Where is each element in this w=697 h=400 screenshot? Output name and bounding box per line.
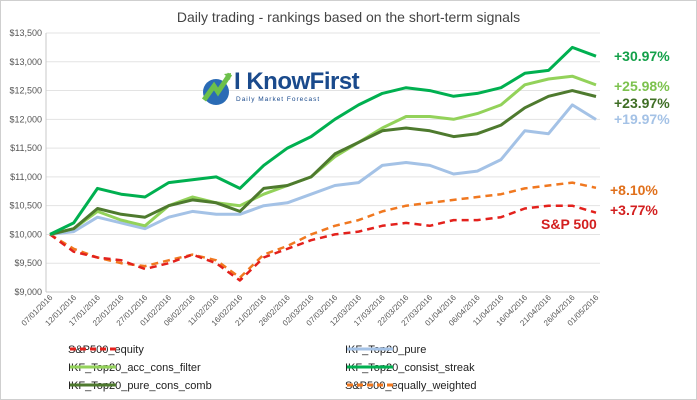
return-label-acc-cons-filter: +25.98% (614, 78, 670, 94)
sp500-label: S&P 500 (541, 216, 597, 232)
legend-label: IKF_Top20_pure_cons_comb (68, 380, 212, 392)
chart-title: Daily trading - rankings based on the sh… (176, 9, 521, 25)
legend-swatch (347, 365, 393, 369)
legend-item-acc-cons-filter: IKF_Top20_acc_cons_filter (68, 362, 201, 374)
legend-swatch (70, 365, 116, 369)
y-tick-label: $13,000 (9, 57, 42, 67)
y-tick-label: $9,500 (14, 258, 42, 268)
legend-label: IKF_Top20_consist_streak (345, 362, 475, 374)
y-tick-label: $11,500 (10, 143, 42, 153)
y-tick-label: $10,500 (9, 201, 42, 211)
globe-arrow-logo-icon (201, 72, 233, 105)
series-line-ikf-top20-pure (49, 103, 597, 236)
legend-item-pure-cons-comb: IKF_Top20_pure_cons_comb (68, 380, 212, 392)
y-tick-label: $10,000 (9, 229, 42, 239)
legend-item-pure: IKF_Top20_pure (345, 344, 426, 356)
series-line-s-p500-equity (49, 204, 597, 282)
y-tick-label: $13,500 (9, 28, 42, 38)
legend-swatch (70, 347, 116, 351)
y-tick-label: $12,500 (9, 86, 42, 96)
legend-item-sp500-equity: S&P500_equity (68, 344, 144, 356)
return-label-pure-cons-comb: +23.97% (614, 95, 670, 111)
series-line-s-p500-equally-weighted (49, 181, 597, 279)
y-tick-label: $12,000 (9, 114, 42, 124)
legend-item-sp500-equally-weighted: S&P500_equally_weighted (345, 380, 477, 392)
return-label-sp500-equally-weighted: +8.10% (610, 182, 658, 198)
series-line-ikf-top20-pure-cons-comb (49, 89, 597, 236)
return-label-consist-streak: +30.97% (614, 48, 670, 64)
legend-label: S&P500_equally_weighted (345, 380, 477, 392)
legend-swatch (70, 383, 116, 387)
legend-label: IKF_Top20_acc_cons_filter (68, 362, 201, 374)
legend-swatch (347, 383, 393, 387)
logo-name: I KnowFirst (234, 68, 360, 95)
logo-tagline: Daily Market Forecast (236, 96, 321, 103)
y-tick-label: $9,000 (14, 287, 42, 297)
series-line-ikf-top20-consist-streak (49, 45, 597, 236)
legend-item-consist-streak: IKF_Top20_consist_streak (345, 362, 475, 374)
logo: I KnowFirst Daily Market Forecast (200, 66, 370, 114)
return-label-pure: +19.97% (614, 111, 670, 127)
y-tick-label: $11,000 (10, 172, 42, 182)
return-label-sp500-equity: +3.77% (610, 202, 658, 218)
legend-swatch (347, 347, 393, 351)
